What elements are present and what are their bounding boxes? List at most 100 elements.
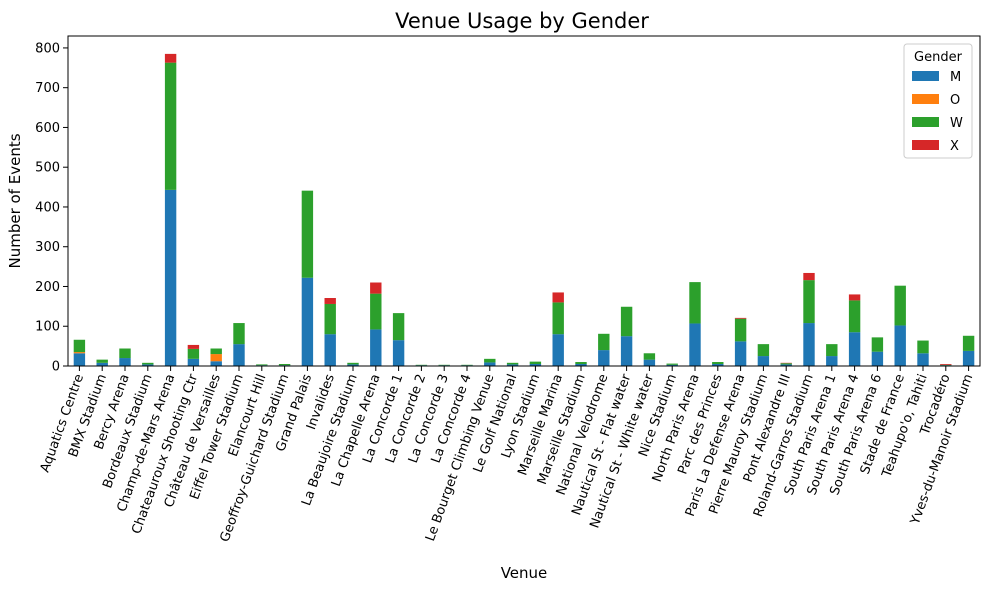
legend-label-M: M [950,70,961,85]
bar-M-22 [575,364,587,366]
y-tick-label-1: 100 [35,320,60,335]
bar-M-37 [917,353,929,366]
bar-W-20 [529,361,542,365]
legend-swatch-X [912,140,939,150]
bar-X-32 [803,272,815,281]
bar-M-13 [370,329,382,366]
bar-W-27 [689,282,701,324]
bar-M-21 [552,334,564,366]
bar-M-34 [848,332,861,366]
bar-W-39 [962,335,975,351]
bar-X-11 [324,298,336,304]
bar-M-29 [734,341,747,366]
bar-M-10 [301,277,314,366]
bar-W-24 [620,306,633,337]
bar-M-4 [164,189,177,366]
bar-M-27 [689,323,701,366]
legend-title: Gender [914,50,963,65]
bar-W-28 [712,362,724,365]
bar-W-14 [392,313,405,341]
bar-X-4 [164,53,177,63]
bar-W-26 [666,363,678,365]
legend-swatch-M [912,71,939,81]
bar-M-11 [324,334,336,366]
y-tick-label-8: 800 [35,41,60,56]
bar-W-34 [848,300,861,333]
bar-W-31 [780,363,792,365]
bar-M-0 [73,353,86,366]
bar-W-6 [210,348,222,355]
y-tick-label-4: 400 [35,200,60,215]
bar-W-22 [575,362,587,365]
y-tick-label-2: 200 [35,280,60,295]
bar-W-30 [757,344,770,357]
bar-W-10 [301,190,314,278]
bar-W-18 [484,358,496,363]
bar-M-3 [142,364,154,366]
legend-swatch-O [912,94,939,104]
bar-M-36 [894,325,906,366]
bar-W-13 [370,293,382,330]
bar-M-19 [506,364,519,366]
bar-M-25 [643,359,656,366]
bar-X-21 [552,292,564,303]
bar-W-2 [119,348,131,359]
bar-W-36 [894,285,906,326]
bar-M-20 [529,364,542,366]
bar-W-29 [734,318,747,342]
bar-M-7 [233,344,245,366]
bar-W-25 [643,353,656,360]
bar-M-32 [803,323,815,366]
bar-W-35 [871,337,884,352]
bar-W-32 [803,280,815,324]
bar-W-9 [278,364,291,366]
y-tick-label-7: 700 [35,81,60,96]
bar-W-4 [164,62,177,190]
bar-M-12 [347,364,359,366]
y-tick-label-3: 300 [35,240,60,255]
bar-W-37 [917,340,929,354]
bar-W-8 [256,364,268,366]
bar-W-19 [506,362,519,365]
bar-W-12 [347,362,359,365]
legend-label-X: X [950,139,959,154]
bar-W-23 [598,333,610,351]
bar-O-0 [73,352,86,354]
bar-W-5 [187,348,200,359]
chart-title: Venue Usage by Gender [395,9,649,33]
bar-W-1 [96,359,108,363]
y-tick-label-0: 0 [52,360,60,375]
bar-M-28 [712,364,724,366]
bar-X-5 [187,344,200,349]
legend-label-W: W [950,116,963,131]
plot-frame [67,35,981,367]
legend-swatch-W [912,117,939,127]
bar-M-30 [757,356,770,366]
bar-W-21 [552,302,564,335]
bar-M-35 [871,351,884,366]
bar-W-7 [233,323,245,345]
bar-W-11 [324,303,336,335]
y-axis: 0 100 200 300 400 500 600 700 800 [35,41,68,375]
bar-M-39 [962,350,975,366]
y-tick-label-5: 500 [35,161,60,176]
y-axis-title: Number of Events [6,133,24,268]
bar-M-2 [119,358,131,366]
bar-X-34 [848,294,861,301]
bar-W-3 [142,362,154,365]
bar-O-6 [210,354,222,362]
legend-label-O: O [950,93,960,108]
x-axis-title: Venue [501,564,548,582]
bar-M-6 [210,361,222,366]
bars-group [73,53,975,366]
bar-W-0 [73,339,86,353]
bar-M-5 [187,358,200,366]
y-tick-label-6: 600 [35,121,60,136]
bar-X-13 [370,282,382,294]
bar-X-29 [734,317,747,319]
bar-M-1 [96,362,108,366]
bar-X-38 [940,364,952,365]
